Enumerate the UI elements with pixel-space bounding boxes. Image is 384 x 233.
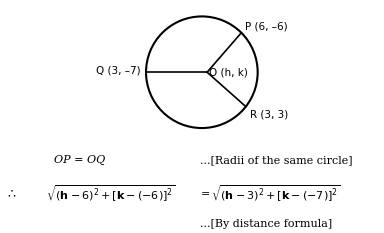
Text: ...[By distance formula]: ...[By distance formula] [200,219,332,229]
Text: ...[Radii of the same circle]: ...[Radii of the same circle] [200,155,352,165]
Text: O (h, k): O (h, k) [209,67,248,77]
Text: $\sqrt{(\mathbf{h}-6)^2 + [\mathbf{k}-(-6)]^2}$: $\sqrt{(\mathbf{h}-6)^2 + [\mathbf{k}-(-… [46,184,175,204]
Text: ∴: ∴ [8,187,16,200]
Text: R (3, 3): R (3, 3) [250,109,288,119]
Text: $\sqrt{(\mathbf{h}-3)^2 + [\mathbf{k}-(-7)]^2}$: $\sqrt{(\mathbf{h}-3)^2 + [\mathbf{k}-(-… [211,184,341,204]
Text: P (6, –6): P (6, –6) [245,21,287,31]
Text: =: = [201,189,210,199]
Text: OP = OQ: OP = OQ [54,155,105,165]
Text: Q (3, –7): Q (3, –7) [96,66,141,76]
